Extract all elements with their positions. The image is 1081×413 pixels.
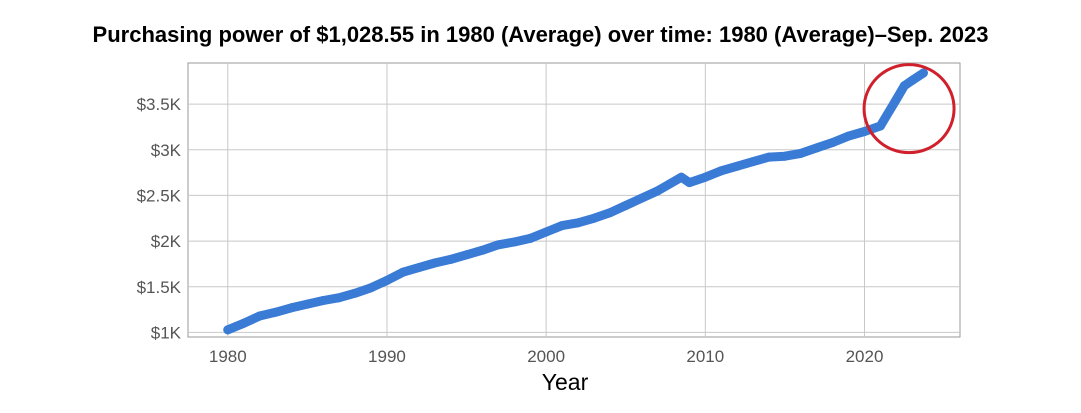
series-layer [223, 68, 928, 335]
data-point [446, 254, 456, 264]
data-point [334, 293, 344, 303]
annotation-layer [862, 63, 956, 155]
x-tick-label: 2010 [686, 347, 724, 366]
data-point [573, 218, 583, 228]
data-point [764, 152, 774, 162]
data-point [875, 121, 885, 131]
x-tick-label: 1990 [368, 347, 406, 366]
data-point [366, 283, 376, 293]
data-point [414, 263, 424, 273]
x-tick-label: 1980 [209, 347, 247, 366]
x-tick-label: 2000 [527, 347, 565, 366]
tick-labels: $1K $1.5K $2K $2.5K $3K $3.5K 1980 1990 2000 2010… [137, 95, 884, 366]
y-tick-label: $1K [151, 323, 182, 342]
data-point [907, 75, 917, 85]
data-point [780, 151, 790, 161]
data-point [589, 213, 599, 223]
data-point [302, 299, 312, 309]
x-axis-title: Year [542, 369, 589, 395]
y-tick-label: $2.5K [137, 186, 182, 205]
data-point [541, 227, 551, 237]
x-tick-label: 2020 [846, 347, 884, 366]
y-tick-label: $3K [151, 141, 182, 160]
data-point [700, 172, 710, 182]
data-point [828, 138, 838, 147]
data-point [478, 245, 487, 255]
data-point [684, 178, 694, 188]
grid-lines [188, 63, 960, 337]
data-point [899, 81, 909, 91]
data-point [430, 258, 440, 268]
data-point [716, 166, 726, 176]
y-tick-label: $1.5K [137, 278, 182, 297]
data-point [493, 240, 503, 250]
y-tick-label: $2K [151, 232, 182, 251]
data-point [844, 131, 854, 141]
data-point [382, 275, 392, 285]
data-point [605, 208, 615, 218]
data-point [525, 233, 535, 243]
chart-title: Purchasing power of $1,028.55 in 1980 (A… [92, 22, 989, 47]
highlight-circle [862, 63, 956, 155]
data-point [255, 311, 265, 321]
data-point [732, 161, 742, 171]
data-point [557, 221, 567, 231]
data-point [918, 68, 928, 78]
data-point [239, 318, 249, 328]
data-point [318, 296, 328, 305]
data-point [462, 250, 472, 260]
data-point [891, 95, 901, 104]
y-tick-label: $3.5K [137, 95, 182, 114]
data-point [860, 127, 869, 136]
data-point [748, 157, 758, 167]
data-point [637, 193, 647, 203]
series-line-0 [223, 68, 928, 335]
data-point [653, 186, 663, 196]
data-point [350, 288, 360, 298]
data-point [223, 325, 233, 335]
plot-frame [187, 62, 961, 338]
data-point [676, 172, 686, 182]
data-point [271, 307, 280, 317]
data-point [509, 237, 519, 247]
data-point [287, 303, 296, 313]
data-point [621, 201, 631, 210]
data-point [812, 143, 822, 153]
data-point [398, 267, 408, 277]
data-point [796, 148, 806, 158]
